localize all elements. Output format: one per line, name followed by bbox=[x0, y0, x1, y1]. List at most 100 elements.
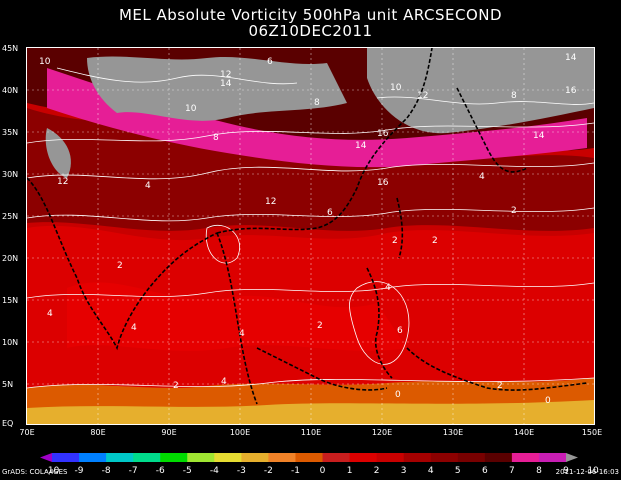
contour-label: 6 bbox=[267, 57, 273, 67]
field-band-magenta bbox=[47, 68, 587, 168]
colorbar-tick-label: 0 bbox=[319, 466, 326, 476]
field-region-gray-east bbox=[367, 48, 594, 134]
colorbar-tick-label: 7 bbox=[509, 466, 515, 476]
colorbar-tick-label: -5 bbox=[182, 466, 192, 476]
contour-label: 4 bbox=[47, 309, 53, 319]
lon-tick-label: 130E bbox=[442, 428, 464, 437]
colorbar-tick-label: -9 bbox=[74, 466, 84, 476]
contour-label: 4 bbox=[239, 329, 245, 339]
colorbar-swatch bbox=[187, 453, 215, 462]
lon-tick-label: 90E bbox=[161, 428, 177, 437]
contour-label: 4 bbox=[479, 172, 485, 182]
contour-label: 4 bbox=[131, 323, 137, 333]
colorbar-swatch bbox=[430, 453, 459, 462]
colorbar-swatch bbox=[322, 453, 351, 462]
colorbar-tick-label: 8 bbox=[536, 466, 542, 476]
lat-tick-label: 35N bbox=[2, 128, 19, 137]
contour-label: 16 bbox=[377, 129, 389, 139]
lon-tick-label: 140E bbox=[513, 428, 535, 437]
colorbar-swatch bbox=[40, 453, 52, 462]
colorbar-tick-label: 9 bbox=[563, 466, 569, 476]
colorbar-swatch bbox=[538, 453, 567, 462]
contour-label: 14 bbox=[355, 141, 367, 151]
footer-credit: GrADS: COLA/IGES bbox=[2, 468, 68, 476]
colorbar-tick-label: -8 bbox=[101, 466, 111, 476]
contour-label: 12 bbox=[220, 70, 231, 80]
colorbar-tick-label: -2 bbox=[263, 466, 273, 476]
contour-label: 8 bbox=[213, 133, 219, 143]
lat-tick-label: 10N bbox=[2, 338, 19, 347]
colorbar-tick-label: -1 bbox=[290, 466, 300, 476]
contour-lines bbox=[27, 67, 594, 389]
colorbar-tick-label: 3 bbox=[400, 466, 407, 476]
colorbar-tick-label: -4 bbox=[209, 466, 219, 476]
contour-label: 14 bbox=[220, 79, 232, 89]
contour-label: 2 bbox=[173, 381, 179, 391]
colorbar-swatch bbox=[214, 453, 242, 462]
footer-timestamp: 2011-12-06-16:03 bbox=[555, 468, 619, 476]
colorbar-tick-label: -10 bbox=[44, 466, 60, 476]
contour-label: 10 bbox=[390, 83, 402, 93]
colorbar-tick-label: 4 bbox=[427, 466, 434, 476]
contour-label: 0 bbox=[395, 390, 401, 400]
lat-tick-label: 45N bbox=[2, 44, 19, 53]
colorbar-tick-label: -3 bbox=[236, 466, 246, 476]
lat-tick-label: 25N bbox=[2, 212, 19, 221]
colorbar-tick-label: 2 bbox=[373, 466, 380, 476]
contour-label: 16 bbox=[565, 86, 577, 96]
colorbar-swatch bbox=[566, 453, 578, 462]
contour-label: 12 bbox=[57, 177, 68, 187]
colorbar-swatch bbox=[511, 453, 540, 462]
colorbar-swatch bbox=[160, 453, 188, 462]
lat-tick-label: 30N bbox=[2, 170, 19, 179]
colorbar-swatch bbox=[79, 453, 107, 462]
contour-label: 2 bbox=[117, 261, 123, 271]
lat-tick-label: 5N bbox=[2, 380, 14, 389]
contour-label: 4 bbox=[145, 181, 151, 191]
contour-label: 8 bbox=[511, 91, 517, 101]
contour-label: 14 bbox=[565, 53, 577, 63]
colorbar-swatch bbox=[376, 453, 405, 462]
colorbar-tick-label: 6 bbox=[481, 466, 488, 476]
contour-label: 4 bbox=[385, 283, 391, 293]
colorbar-swatch bbox=[268, 453, 296, 462]
colorbar-swatch bbox=[295, 453, 324, 462]
lat-tick-label: EQ bbox=[2, 419, 14, 428]
field-region-gray bbox=[87, 56, 347, 121]
contour-label-group: 10 12 14 6 8 10 12 14 16 8 10 12 14 16 1… bbox=[39, 53, 577, 406]
colorbar-tick-label: 5 bbox=[454, 466, 461, 476]
contour-label: 12 bbox=[417, 91, 428, 101]
map-title: MEL Absolute Vorticity 500hPa unit ARCSE… bbox=[118, 6, 503, 24]
colorbar-swatch bbox=[106, 453, 134, 462]
contour-label: 2 bbox=[392, 236, 398, 246]
contour-label: 10 bbox=[185, 104, 197, 114]
vorticity-map: 10 12 14 6 8 10 12 14 16 8 10 12 14 16 1… bbox=[27, 48, 594, 424]
colorbar-swatch bbox=[241, 453, 269, 462]
colorbar bbox=[40, 453, 578, 462]
contour-label: 0 bbox=[545, 396, 551, 406]
lon-tick-label: 100E bbox=[229, 428, 251, 437]
contour-label: 6 bbox=[327, 208, 333, 218]
contour-label: 10 bbox=[39, 57, 51, 67]
contour-label: 14 bbox=[533, 131, 545, 141]
colorbar-swatch bbox=[457, 453, 486, 462]
contour-label: 2 bbox=[511, 206, 517, 216]
colorbar-swatch bbox=[484, 453, 513, 462]
contour-label: 2 bbox=[497, 381, 503, 391]
colorbar-swatch bbox=[403, 453, 432, 462]
colorbar-swatch bbox=[52, 453, 80, 462]
lon-tick-label: 150E bbox=[581, 428, 603, 437]
contour-label: 8 bbox=[314, 98, 320, 108]
lat-tick-label: 20N bbox=[2, 254, 19, 263]
colorbar-swatch bbox=[133, 453, 161, 462]
contour-label: 12 bbox=[265, 197, 276, 207]
colorbar-tick-label: 10 bbox=[587, 466, 599, 476]
map-panel: 10 12 14 6 8 10 12 14 16 8 10 12 14 16 1… bbox=[26, 47, 595, 425]
colorbar-tick-label: 1 bbox=[346, 466, 353, 476]
lat-tick-label: 15N bbox=[2, 296, 19, 305]
lon-tick-label: 80E bbox=[90, 428, 106, 437]
lon-tick-label: 70E bbox=[19, 428, 35, 437]
contour-label: 2 bbox=[317, 321, 323, 331]
lon-tick-label: 120E bbox=[371, 428, 393, 437]
colorbar-tick-label: -7 bbox=[128, 466, 138, 476]
